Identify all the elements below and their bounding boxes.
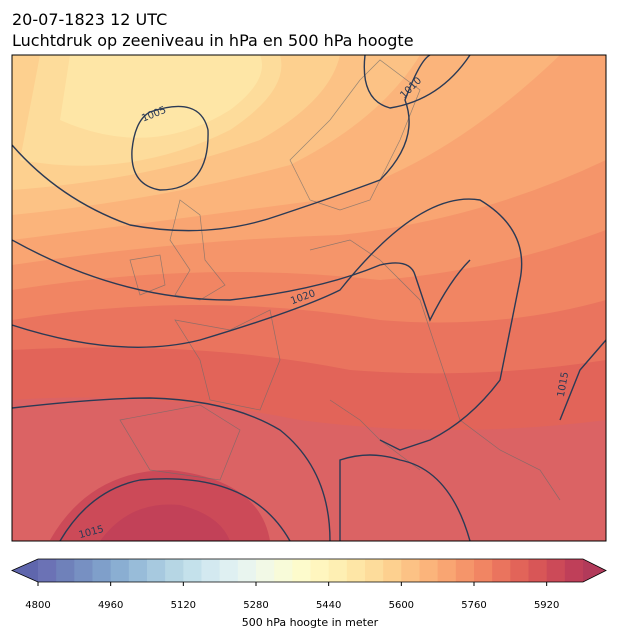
colorbar-segment: [437, 559, 457, 582]
colorbar-segment: [328, 559, 348, 582]
colorbar-segment: [128, 559, 148, 582]
x-tick-label: 5440: [316, 600, 341, 611]
colorbar-segment: [474, 559, 493, 582]
colorbar-segment: [401, 559, 420, 582]
colorbar-segment: [110, 559, 130, 582]
colorbar: 4800 4960 5120 5280 5440 5600 5760 5920 500 hPa …: [11, 558, 607, 629]
colorbar-segment: [165, 559, 184, 582]
x-tick-label: 5600: [389, 600, 414, 611]
x-tick-label: 4960: [98, 600, 123, 611]
colorbar-segment: [201, 559, 221, 582]
title: 20-07-1823 12 UTC: [12, 10, 167, 29]
x-axis-label: 500 hPa hoogte in meter: [242, 616, 379, 629]
x-tick-label: 5280: [243, 600, 268, 611]
colorbar-segment: [237, 559, 257, 582]
colorbar-segment: [455, 559, 475, 582]
colorbar-segment: [492, 559, 511, 582]
colorbar-segment: [292, 559, 311, 582]
colorbar-segment: [38, 559, 57, 582]
x-tick-label: 5120: [171, 600, 196, 611]
map-frame: [11, 54, 607, 542]
colorbar-outline: [11, 558, 607, 583]
colorbar-segment: [56, 559, 75, 582]
x-tick-label: 4800: [25, 600, 50, 611]
x-tick-label: 5760: [461, 600, 486, 611]
colorbar-segment: [219, 559, 239, 582]
colorbar-segment: [74, 559, 93, 582]
colorbar-segment: [256, 559, 275, 582]
colorbar-extend-low: [12, 559, 38, 582]
colorbar-segment: [510, 559, 529, 582]
colorbar-segment: [310, 559, 330, 582]
colorbar-segment: [419, 559, 439, 582]
colorbar-segment: [564, 559, 584, 582]
colorbar-segment: [183, 559, 202, 582]
colorbar-segment: [147, 559, 166, 582]
x-tick-label: 5920: [534, 600, 559, 611]
colorbar-segment: [365, 559, 384, 582]
colorbar-segment: [528, 559, 548, 582]
subtitle: Luchtdruk op zeeniveau in hPa en 500 hPa…: [12, 31, 414, 50]
colorbar-segment: [274, 559, 293, 582]
colorbar-extend-high: [583, 559, 606, 582]
colorbar-segment: [546, 559, 566, 582]
contour-label: 1015: [556, 371, 571, 398]
colorbar-segment: [92, 559, 112, 582]
colorbar-segment: [346, 559, 366, 582]
map: [12, 55, 606, 541]
colorbar-segment: [383, 559, 402, 582]
